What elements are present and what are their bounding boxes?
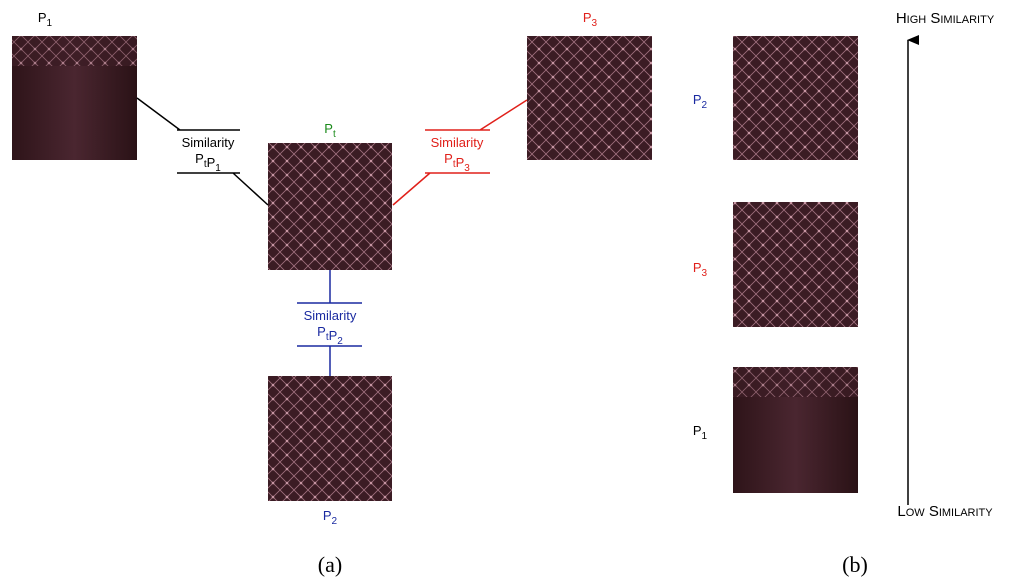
letter: P bbox=[329, 328, 338, 343]
similarity-pair: PtP1 bbox=[195, 151, 221, 174]
pattern-image bbox=[268, 376, 392, 501]
pattern-texture bbox=[12, 36, 137, 66]
ranked-label: P1 bbox=[693, 423, 708, 442]
similarity-title: Similarity bbox=[182, 135, 235, 150]
node-label: P3 bbox=[583, 10, 598, 29]
letter: P bbox=[444, 151, 453, 166]
subscript: 2 bbox=[332, 516, 338, 527]
letter: P bbox=[207, 155, 216, 170]
connector bbox=[393, 100, 527, 205]
letter: P bbox=[693, 423, 702, 438]
pattern-image bbox=[527, 36, 652, 160]
figure: High Similarity Low Similarity (a) (b) P… bbox=[0, 0, 1023, 582]
letter: P bbox=[693, 92, 702, 107]
connector bbox=[297, 270, 362, 376]
pattern-image bbox=[733, 36, 858, 160]
node-label: P2 bbox=[323, 508, 338, 527]
letter: P bbox=[324, 121, 333, 136]
subscript: t bbox=[333, 129, 336, 140]
pattern-texture bbox=[733, 367, 858, 397]
letter: P bbox=[323, 508, 332, 523]
subscript: 2 bbox=[337, 336, 343, 347]
caption: (a) bbox=[318, 552, 342, 577]
pattern-image bbox=[733, 202, 858, 327]
subscript: 3 bbox=[592, 18, 598, 29]
node-label: Pt bbox=[324, 121, 336, 140]
letter: P bbox=[456, 155, 465, 170]
similarity-pair: PtP2 bbox=[317, 324, 343, 347]
similarity-title: Similarity bbox=[304, 308, 357, 323]
subscript: 1 bbox=[215, 163, 221, 174]
letter: P bbox=[38, 10, 47, 25]
high-label: High Similarity bbox=[896, 10, 995, 27]
node-label: P1 bbox=[38, 10, 53, 29]
letter: P bbox=[583, 10, 592, 25]
subscript: 2 bbox=[702, 100, 708, 111]
letter: P bbox=[195, 151, 204, 166]
similarity-title: Similarity bbox=[431, 135, 484, 150]
pattern-image bbox=[268, 143, 392, 270]
subscript: 3 bbox=[702, 268, 708, 279]
letter: P bbox=[317, 324, 326, 339]
letter: P bbox=[693, 260, 702, 275]
subscript: 1 bbox=[702, 431, 708, 442]
ranked-label: P2 bbox=[693, 92, 708, 111]
caption: (b) bbox=[842, 552, 868, 577]
subscript: 1 bbox=[47, 18, 53, 29]
subscript: 3 bbox=[464, 163, 470, 174]
ranked-label: P3 bbox=[693, 260, 708, 279]
similarity-pair: PtP3 bbox=[444, 151, 470, 174]
low-label: Low Similarity bbox=[897, 503, 993, 520]
images bbox=[12, 36, 858, 501]
